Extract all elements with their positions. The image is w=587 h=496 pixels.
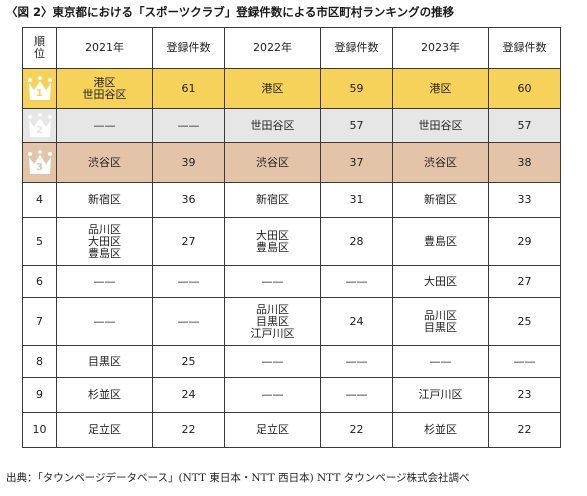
count-2022-cell: 22 [320, 412, 393, 448]
silver-crown-icon: 2 [27, 112, 53, 140]
count-2021-cell: —— [152, 108, 225, 143]
count-2021-cell: 24 [152, 377, 225, 413]
table-row: 6 —— —— —— —— 大田区 27 [22, 265, 561, 298]
name-2023-cell: 世田谷区 [392, 108, 489, 143]
count-2022-header: 登録件数 [320, 27, 393, 69]
count-2023-cell: 25 [488, 297, 561, 346]
count-2023-cell: 60 [488, 68, 561, 109]
rank-cell: 4 [22, 182, 57, 218]
name-2022-cell: 港区 [224, 68, 321, 109]
name-2023-cell: 江戸川区 [392, 377, 489, 413]
rank-cell: 3 [22, 142, 57, 183]
rank-cell: 6 [22, 265, 57, 298]
count-2023-cell: 38 [488, 142, 561, 183]
count-2023-header: 登録件数 [488, 27, 561, 69]
source-note: 出典：「タウンページデータベース」(NTT 東日本・NTT 西日本) NTT タ… [6, 472, 470, 484]
count-2022-cell: —— [320, 377, 393, 413]
rank-cell: 1 [22, 68, 57, 109]
table-row: 10 足立区 22 足立区 22 杉並区 22 [22, 412, 561, 448]
year-2022-header: 2022年 [224, 27, 321, 69]
count-2022-cell: 37 [320, 142, 393, 183]
rank-header-label: 順 位 [34, 35, 45, 60]
count-2021-cell: 39 [152, 142, 225, 183]
rank-cell: 7 [22, 297, 57, 346]
name-2022-cell: 渋谷区 [224, 142, 321, 183]
name-2021-cell: 渋谷区 [56, 142, 153, 183]
rank-cell: 2 [22, 108, 57, 143]
count-2023-cell: 23 [488, 377, 561, 413]
name-2023-cell: 港区 [392, 68, 489, 109]
rank-header: 順 位 [22, 27, 57, 69]
count-2022-cell: —— [320, 345, 393, 378]
count-2023-cell: 27 [488, 265, 561, 298]
rank-cell: 9 [22, 377, 57, 413]
count-2021-cell: 36 [152, 182, 225, 218]
count-2023-cell: —— [488, 345, 561, 378]
count-2021-header: 登録件数 [152, 27, 225, 69]
ranking-table: 順 位 2021年 登録件数 2022年 登録件数 2023年 登録件数 1 港区… [22, 27, 561, 448]
table-row: 5 品川区 大田区 豊島区 27 大田区 豊島区 28 豊島区 29 [22, 217, 561, 266]
table-row: 3 渋谷区 39 渋谷区 37 渋谷区 38 [22, 142, 561, 183]
name-2021-cell: 品川区 大田区 豊島区 [56, 217, 153, 266]
table-row: 8 目黒区 25 —— —— —— —— [22, 345, 561, 378]
count-2021-cell: —— [152, 265, 225, 298]
count-2023-cell: 22 [488, 412, 561, 448]
count-2022-cell: —— [320, 265, 393, 298]
name-2022-cell: 品川区 目黒区 江戸川区 [224, 297, 321, 346]
name-2023-cell: 渋谷区 [392, 142, 489, 183]
name-2023-cell: 新宿区 [392, 182, 489, 218]
name-2021-cell: —— [56, 297, 153, 346]
count-2021-cell: —— [152, 297, 225, 346]
rank-number: 3 [36, 161, 43, 173]
count-2023-cell: 29 [488, 217, 561, 266]
year-2023-header: 2023年 [392, 27, 489, 69]
name-2022-cell: 世田谷区 [224, 108, 321, 143]
count-2022-cell: 57 [320, 108, 393, 143]
table-row: 1 港区 世田谷区 61 港区 59 港区 60 [22, 68, 561, 109]
count-2021-cell: 27 [152, 217, 225, 266]
table-row: 7 —— —— 品川区 目黒区 江戸川区 24 品川区 目黒区 25 [22, 297, 561, 346]
rank-number: 2 [36, 124, 43, 136]
count-2022-cell: 31 [320, 182, 393, 218]
name-2021-cell: 足立区 [56, 412, 153, 448]
table-header-row: 順 位 2021年 登録件数 2022年 登録件数 2023年 登録件数 [22, 27, 561, 69]
table-row: 9 杉並区 24 —— —— 江戸川区 23 [22, 377, 561, 413]
year-2021-header: 2021年 [56, 27, 153, 69]
name-2023-cell: —— [392, 345, 489, 378]
name-2023-cell: 杉並区 [392, 412, 489, 448]
table-row: 4 新宿区 36 新宿区 31 新宿区 33 [22, 182, 561, 218]
name-2021-cell: 目黒区 [56, 345, 153, 378]
rank-number: 1 [36, 87, 43, 99]
name-2022-cell: 足立区 [224, 412, 321, 448]
count-2021-cell: 22 [152, 412, 225, 448]
count-2022-cell: 59 [320, 68, 393, 109]
name-2022-cell: —— [224, 377, 321, 413]
name-2021-cell: 杉並区 [56, 377, 153, 413]
count-2023-cell: 33 [488, 182, 561, 218]
bronze-crown-icon: 3 [27, 149, 53, 177]
count-2021-cell: 61 [152, 68, 225, 109]
name-2022-cell: 新宿区 [224, 182, 321, 218]
name-2023-cell: 品川区 目黒区 [392, 297, 489, 346]
count-2021-cell: 25 [152, 345, 225, 378]
table-row: 2 —— —— 世田谷区 57 世田谷区 57 [22, 108, 561, 143]
name-2023-cell: 大田区 [392, 265, 489, 298]
gold-crown-icon: 1 [27, 75, 53, 103]
figure-title: 〈図 2〉東京都における「スポーツクラブ」登録件数による市区町村ランキングの推移 [6, 5, 455, 19]
name-2022-cell: 大田区 豊島区 [224, 217, 321, 266]
name-2023-cell: 豊島区 [392, 217, 489, 266]
name-2021-cell: —— [56, 265, 153, 298]
name-2021-cell: —— [56, 108, 153, 143]
name-2021-cell: 港区 世田谷区 [56, 68, 153, 109]
rank-cell: 10 [22, 412, 57, 448]
count-2023-cell: 57 [488, 108, 561, 143]
name-2022-cell: —— [224, 345, 321, 378]
rank-cell: 8 [22, 345, 57, 378]
rank-cell: 5 [22, 217, 57, 266]
name-2022-cell: —— [224, 265, 321, 298]
name-2021-cell: 新宿区 [56, 182, 153, 218]
count-2022-cell: 28 [320, 217, 393, 266]
count-2022-cell: 24 [320, 297, 393, 346]
